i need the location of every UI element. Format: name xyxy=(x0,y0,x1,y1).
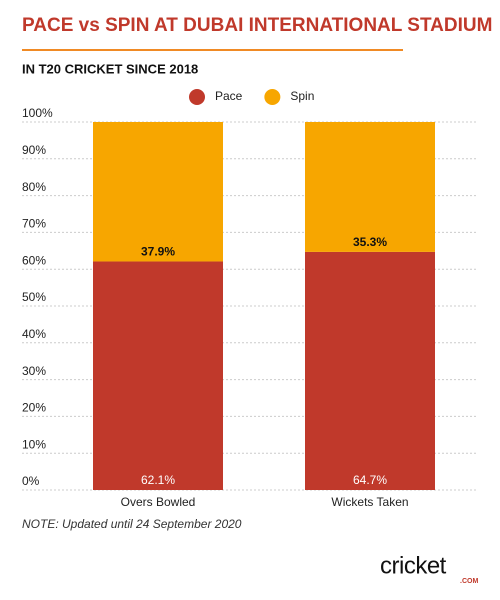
x-tick-label: Overs Bowled xyxy=(121,495,196,509)
y-tick-label: 100% xyxy=(22,106,53,120)
note: NOTE: Updated until 24 September 2020 xyxy=(22,517,242,531)
value-label: 64.7% xyxy=(353,473,387,487)
value-label: 62.1% xyxy=(141,473,175,487)
bar-segment xyxy=(93,261,223,490)
legend-label: Pace xyxy=(215,89,243,103)
y-tick-label: 50% xyxy=(22,290,46,304)
legend-label: Spin xyxy=(290,89,314,103)
logo-suffix: .COM xyxy=(460,578,478,585)
y-tick-label: 70% xyxy=(22,217,46,231)
y-tick-label: 60% xyxy=(22,253,46,267)
y-tick-label: 90% xyxy=(22,143,46,157)
legend-marker xyxy=(189,89,205,105)
y-tick-label: 30% xyxy=(22,364,46,378)
y-tick-label: 20% xyxy=(22,401,46,415)
y-tick-label: 0% xyxy=(22,474,40,488)
value-label: 37.9% xyxy=(141,245,175,259)
x-tick-label: Wickets Taken xyxy=(331,495,408,509)
chart-title: PACE vs SPIN AT DUBAI INTERNATIONAL STAD… xyxy=(22,15,492,36)
bar-segment xyxy=(93,122,223,262)
chart-subtitle: IN T20 CRICKET SINCE 2018 xyxy=(22,61,198,76)
y-tick-label: 80% xyxy=(22,180,46,194)
y-tick-label: 10% xyxy=(22,437,46,451)
y-tick-label: 40% xyxy=(22,327,46,341)
bar-segment xyxy=(305,251,435,490)
legend-marker xyxy=(264,89,281,105)
logo-text: cricket xyxy=(380,552,447,579)
bar-segment xyxy=(305,122,435,252)
value-label: 35.3% xyxy=(353,235,387,249)
